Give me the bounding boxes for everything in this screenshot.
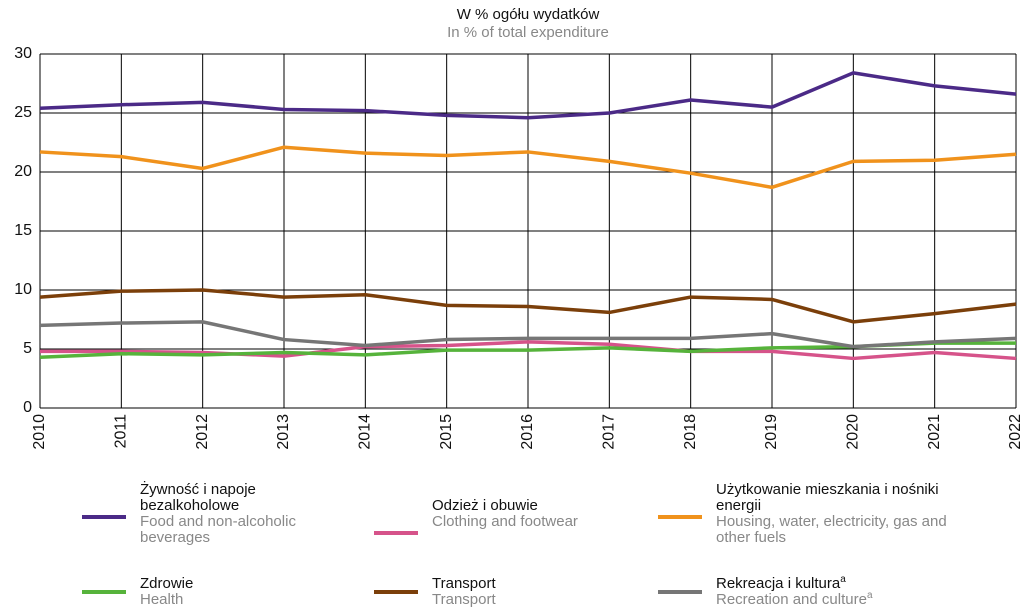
legend-name: Odzież i obuwie	[432, 497, 538, 514]
x-tick-label: 2014	[357, 414, 374, 450]
chart-title: W % ogółu wydatków	[457, 6, 600, 23]
footnote-mark: a	[840, 574, 846, 585]
legend-swatch	[374, 590, 418, 594]
legend-name-en: Health	[140, 591, 184, 608]
y-tick-label: 5	[23, 340, 32, 357]
legend-swatch	[374, 531, 418, 535]
line	[40, 340, 1017, 361]
line	[39, 320, 1017, 349]
x-tick-label: 2013	[275, 414, 292, 450]
x-tick-label: 2022	[1007, 414, 1024, 450]
x-tick-label: 2021	[926, 414, 943, 450]
legend-label-en: Housing, water, electricity, gas and oth…	[716, 514, 956, 546]
chart-subtitle: In % of total expenditure	[447, 24, 609, 41]
y-tick-label: 15	[14, 222, 32, 239]
x-tick-label: 2010	[31, 414, 48, 450]
x-tick-label: 2020	[845, 414, 862, 450]
legend-item: Transport Transport	[374, 576, 632, 608]
legend-label: Użytkowanie mieszkania i nośniki energii	[716, 482, 956, 514]
x-tick-label: 2019	[763, 414, 780, 450]
line	[39, 145, 1017, 190]
y-tick-label: 0	[23, 399, 32, 416]
line	[39, 71, 1017, 120]
legend-name-en: Clothing and footwear	[432, 513, 578, 530]
y-tick-label: 25	[14, 104, 32, 121]
line	[39, 288, 1017, 324]
legend-name: Rekreacja i kultura	[716, 575, 841, 592]
legend-item: Użytkowanie mieszkania i nośniki energii…	[658, 482, 956, 546]
legend-label-en: Transport	[432, 592, 632, 608]
legend-label-en: Clothing and footwear	[432, 514, 632, 530]
chart: W % ogółu wydatków In % of total expendi…	[14, 6, 1024, 450]
legend-name: Użytkowanie mieszkania i nośniki energii	[716, 481, 939, 514]
legend-name-en: Transport	[432, 591, 496, 608]
legend-swatch	[658, 515, 702, 519]
legend-swatch	[82, 515, 126, 519]
legend-item: Zdrowie Health	[82, 576, 340, 608]
legend-name-en: Food and non-alcoholic beverages	[140, 513, 296, 546]
x-tick-label: 2012	[194, 414, 211, 450]
x-tick-label: 2011	[113, 414, 130, 449]
y-tick-label: 30	[14, 45, 32, 62]
legend-name: Żywność i napoje bezalkoholowe	[140, 481, 256, 514]
x-tick-label: 2018	[682, 414, 699, 450]
x-tick-label: 2015	[438, 414, 455, 450]
footnote-mark: a	[866, 590, 873, 601]
x-tick-label: 2017	[601, 414, 618, 450]
legend-name: Zdrowie	[140, 575, 194, 592]
legend-swatch	[82, 590, 126, 594]
legend-label-en: Health	[140, 592, 340, 608]
legend-label: Odzież i obuwie	[432, 498, 632, 514]
legend-item: Rekreacja i kulturaa Recreation and cultu…	[658, 574, 956, 608]
legend-swatch	[658, 590, 702, 594]
legend-label: Transport	[432, 576, 632, 592]
y-tick-label: 20	[14, 163, 32, 180]
legend-item: Odzież i obuwie Clothing and footwear	[374, 498, 632, 535]
legend-label-en: Recreation and culturea	[716, 590, 956, 608]
legend-label-en: Food and non-alcoholic beverages	[140, 514, 340, 546]
x-tick-label: 2016	[519, 414, 536, 450]
legend-name-en: Housing, water, electricity, gas and oth…	[716, 513, 947, 546]
legend-label: Zdrowie	[140, 576, 340, 592]
legend-name: Transport	[432, 575, 496, 592]
legend-label: Żywność i napoje bezalkoholowe	[140, 482, 340, 514]
y-tick-label: 10	[14, 281, 32, 298]
legend-item: Żywność i napoje bezalkoholowe Food and n…	[82, 482, 340, 546]
legend-name-en: Recreation and culture	[716, 591, 867, 608]
legend-label: Rekreacja i kulturaa	[716, 574, 956, 592]
